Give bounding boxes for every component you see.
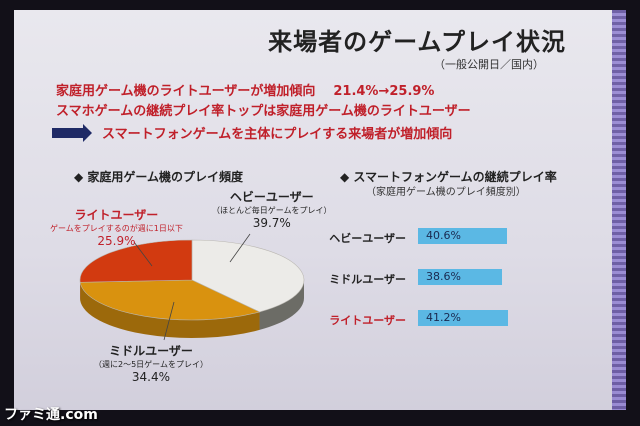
bar-light: 41.2% — [418, 310, 508, 326]
pie-label-middle: ミドルユーザー （週に2～5日ゲームをプレイ） 34.4% — [94, 342, 208, 384]
finding-line-2: スマホゲームの継続プレイ率トップは家庭用ゲーム機のライトユーザー — [56, 104, 471, 119]
bar-chart-title: ◆ スマートフォンゲームの継続プレイ率 — [340, 170, 557, 184]
pie-label-light-note: ゲームをプレイするのが週に1日以下 — [50, 224, 183, 233]
pie-label-heavy: ヘビーユーザー （ほとんど毎日ゲームをプレイ） 39.7% — [212, 188, 332, 230]
finding-line-1-text: 家庭用ゲーム機のライトユーザーが増加傾向 — [56, 84, 316, 99]
decorative-stripe — [612, 10, 626, 410]
bar-chart-subtitle: （家庭用ゲーム機のプレイ頻度別） — [366, 187, 526, 198]
bar-category-light: ライトユーザー — [329, 314, 406, 327]
finding-line-3-text: スマートフォンゲームを主体にプレイする来場者が増加傾向 — [102, 127, 453, 142]
slide-title: 来場者のゲームプレイ状況 — [268, 28, 566, 56]
pie-label-heavy-value: 39.7% — [252, 216, 291, 230]
pie-slice-0 — [191, 239, 305, 313]
pie-label-light-name: ライトユーザー — [74, 208, 159, 222]
pie-label-light: ライトユーザー ゲームをプレイするのが週に1日以下 25.9% — [50, 206, 183, 248]
bar-middle: 38.6% — [418, 269, 503, 285]
pie-side-0-0 — [259, 280, 304, 330]
pie-label-middle-note: （週に2～5日ゲームをプレイ） — [94, 360, 208, 369]
finding-line-3: スマートフォンゲームを主体にプレイする来場者が増加傾向 — [52, 123, 452, 142]
right-arrow-icon — [52, 123, 92, 142]
pie-chart-title: ◆ 家庭用ゲーム機のプレイ頻度 — [74, 170, 244, 184]
pie-leader-line-2 — [163, 301, 175, 341]
finding-line-1: 家庭用ゲーム機のライトユーザーが増加傾向 21.4%→25.9% — [56, 80, 434, 99]
pie-leader-line-1 — [229, 233, 251, 263]
pie-side-1-0 — [80, 282, 260, 339]
bar-category-middle: ミドルユーザー — [329, 273, 406, 286]
pie-chart — [79, 233, 305, 341]
pie-label-heavy-note: （ほとんど毎日ゲームをプレイ） — [212, 206, 332, 215]
pie-label-heavy-name: ヘビーユーザー — [229, 190, 314, 204]
pie-leader-line-0 — [133, 241, 153, 267]
presentation-slide: 来場者のゲームプレイ状況 （一般公開日／国内） 家庭用ゲーム機のライトユーザーが… — [14, 10, 626, 410]
bar-heavy: 40.6% — [418, 228, 507, 244]
slide-subtitle: （一般公開日／国内） — [434, 58, 544, 71]
finding-line-1-value: 21.4%→25.9% — [333, 84, 435, 99]
pie-label-middle-value: 34.4% — [131, 370, 171, 384]
pie-slice-1 — [79, 279, 261, 321]
pie-label-light-value: 25.9% — [97, 234, 136, 248]
pie-label-middle-name: ミドルユーザー — [109, 344, 193, 358]
pie-slice-2 — [79, 239, 193, 283]
bar-category-heavy: ヘビーユーザー — [329, 232, 406, 245]
site-logo: ファミ通.com — [4, 407, 98, 423]
